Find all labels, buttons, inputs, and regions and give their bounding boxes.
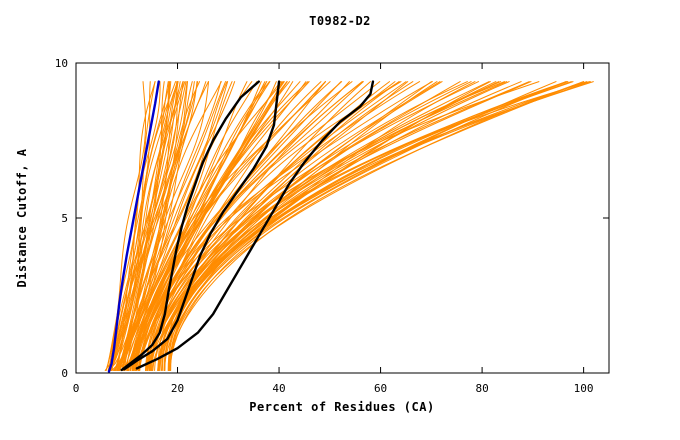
series-black-model-2 — [123, 80, 281, 371]
series-blue-model — [107, 80, 160, 373]
x-tick-label: 60 — [374, 382, 387, 395]
x-tick-label: 40 — [272, 382, 285, 395]
series-black-model-3 — [135, 80, 375, 370]
x-axis-title: Percent of Residues (CA) — [249, 400, 434, 414]
x-tick-label: 80 — [475, 382, 488, 395]
x-tick-label: 20 — [171, 382, 184, 395]
y-tick-label: 5 — [61, 212, 68, 225]
series-black-model-1 — [120, 80, 260, 372]
curve-group — [104, 80, 594, 373]
y-axis-title: Distance Cutoff, A — [15, 148, 29, 287]
page-title: T0982-D2 — [309, 14, 371, 28]
y-tick-label: 10 — [55, 57, 68, 70]
x-tick-label: 100 — [574, 382, 594, 395]
x-tick-label: 0 — [73, 382, 80, 395]
axis-tick-labels: 0 20 40 60 80 100 0 5 10 — [55, 57, 594, 395]
y-tick-label: 0 — [61, 367, 68, 380]
axis-ticks — [75, 62, 609, 374]
